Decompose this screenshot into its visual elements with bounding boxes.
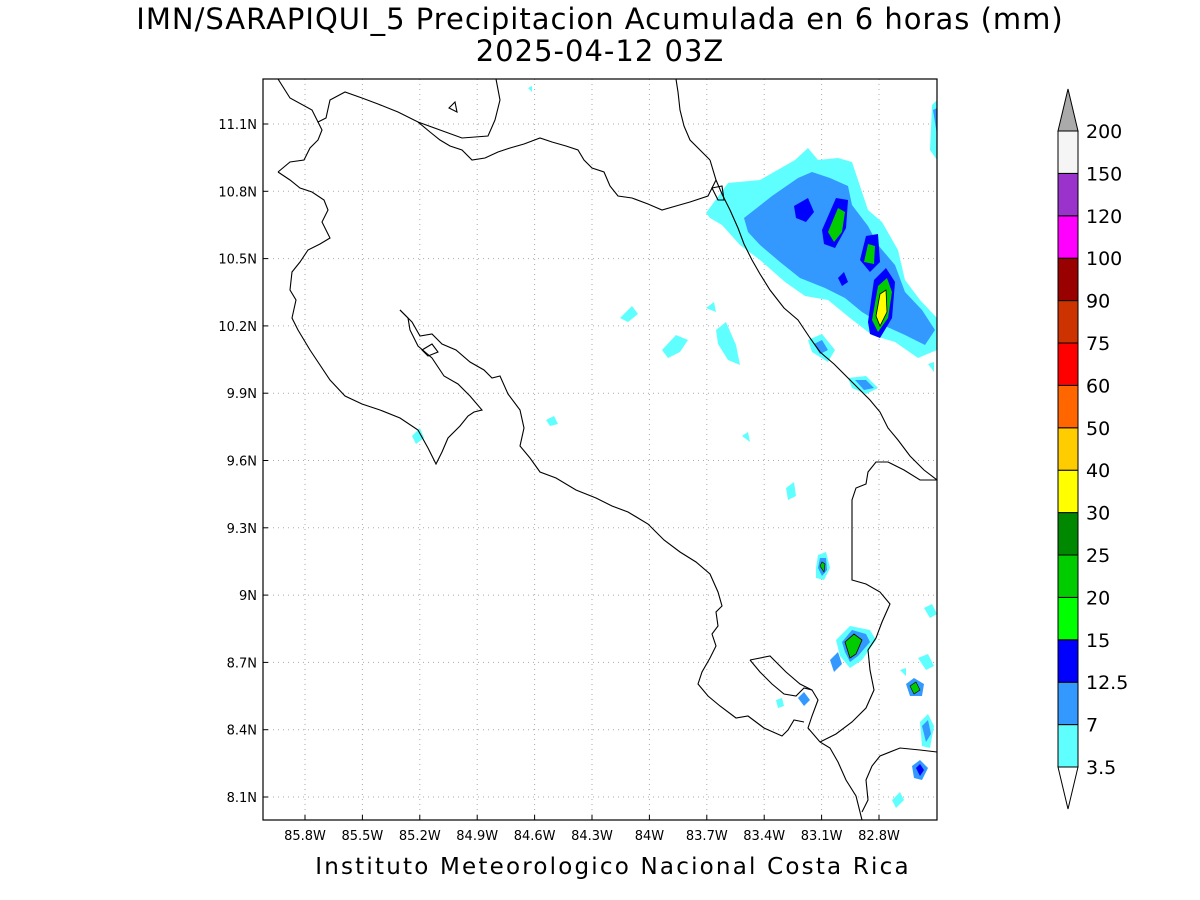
lat-label: 9N [239, 589, 257, 604]
lat-label: 11.1N [218, 118, 257, 133]
lon-label: 82.8W [858, 829, 900, 844]
colorbar-swatch [1057, 596, 1079, 641]
rain-area-51 [928, 362, 934, 372]
rain-area-46 [918, 654, 934, 670]
lon-label: 84.9W [456, 829, 498, 844]
map-subtitle: 2025-04-12 03Z [475, 34, 725, 68]
colorbar-label: 60 [1086, 375, 1110, 397]
colorbar-label: 200 [1086, 121, 1122, 143]
lat-label: 8.1N [227, 791, 257, 806]
lat-label: 10.8N [218, 185, 257, 200]
colorbar-swatch [1057, 427, 1079, 471]
colorbar-label: 3.5 [1086, 757, 1116, 779]
colorbar-label: 75 [1086, 333, 1110, 355]
colorbar-swatch [1057, 639, 1079, 683]
rain-area-25 [662, 335, 688, 358]
rain-area-9 [794, 198, 814, 222]
rain-area-34 [819, 561, 826, 573]
colorbar-swatch [1057, 172, 1079, 217]
lon-label: 85.2W [399, 829, 441, 844]
rain-area-24 [716, 322, 740, 365]
colorbar-label: 50 [1086, 418, 1110, 440]
colorbar-labels: 3.5 7 12.5 15 20 25 30 40 50 60 75 90 100 120 150 200 [1086, 121, 1128, 779]
colorbar-over-triangle [1057, 88, 1079, 132]
rain-area-27 [706, 302, 716, 312]
colorbar [1057, 88, 1079, 810]
footer-credit: Instituto Meteorologico Nacional Costa R… [315, 854, 911, 880]
map-grid [263, 79, 937, 820]
colorbar-label: 12.5 [1086, 672, 1128, 694]
lat-label: 9.6N [227, 455, 257, 470]
map-frame [262, 78, 938, 821]
lon-label: 85.5W [341, 829, 383, 844]
rain-area-50 [776, 698, 784, 708]
rain-area-48 [892, 792, 904, 808]
lon-label: 84W [635, 829, 665, 844]
rain-area-37 [844, 633, 863, 659]
colorbar-label: 15 [1086, 630, 1110, 652]
colorbar-swatch [1057, 384, 1079, 429]
colorbar-swatch [1057, 554, 1079, 598]
rain-area-30 [786, 482, 796, 500]
rain-area-52 [528, 86, 532, 92]
colorbar-label: 90 [1086, 291, 1110, 313]
lat-label: 8.4N [227, 724, 257, 739]
colorbar-under-triangle [1057, 766, 1079, 810]
lon-label: 84.6W [514, 829, 556, 844]
rain-area-19 [933, 108, 937, 135]
colorbar-swatch [1057, 130, 1079, 174]
rain-area-16 [875, 289, 888, 327]
colorbar-label: 25 [1086, 545, 1110, 567]
colorbar-swatch [1057, 724, 1079, 768]
longitude-labels: 85.8W 85.5W 85.2W 84.9W 84.6W 84.3W 84W 83.7W 83… [284, 815, 900, 844]
colorbar-label: 30 [1086, 503, 1110, 525]
rain-area-41 [909, 681, 921, 695]
latitude-labels: 11.1N 10.8N 10.5N 10.2N 9.9N 9.6N 9.3N 9N 8.7N 8.… [218, 118, 268, 806]
rain-area-17 [838, 272, 848, 286]
colorbar-label: 40 [1086, 460, 1110, 482]
colorbar-swatch [1057, 257, 1079, 302]
lat-label: 9.9N [227, 387, 257, 402]
rain-area-38 [830, 652, 842, 672]
lon-label: 85.8W [284, 829, 326, 844]
precipitation-field [412, 86, 937, 808]
rain-area-43 [922, 720, 931, 742]
rain-area-13 [864, 244, 875, 264]
colorbar-swatch [1057, 342, 1079, 386]
colorbar-label: 120 [1086, 206, 1122, 228]
colorbar-label: 100 [1086, 248, 1122, 270]
colorbar-label: 7 [1086, 715, 1098, 737]
rain-area-29 [412, 428, 424, 444]
lon-label: 83.4W [743, 829, 785, 844]
rain-area-39 [798, 692, 810, 706]
colorbar-swatch [1057, 681, 1079, 726]
lat-label: 8.7N [227, 656, 257, 671]
rain-area-21 [814, 340, 828, 354]
colorbar-label: 150 [1086, 163, 1122, 185]
map-title: IMN/SARAPIQUI_5 Precipitacion Acumulada … [136, 2, 1064, 36]
rain-area-49 [900, 668, 906, 676]
lat-label: 9.3N [227, 522, 257, 537]
rain-area-28 [546, 416, 558, 426]
colorbar-label: 20 [1086, 587, 1110, 609]
colorbar-swatch [1057, 512, 1079, 556]
lat-label: 10.2N [218, 320, 257, 335]
rain-area-45 [916, 764, 924, 776]
colorbar-swatch [1057, 215, 1079, 259]
rain-area-47 [924, 604, 937, 618]
rain-area-11 [828, 208, 845, 242]
lon-label: 83.7W [686, 829, 728, 844]
rain-area-23 [855, 380, 874, 390]
lon-label: 84.3W [571, 829, 613, 844]
rain-area-26 [620, 306, 638, 322]
lon-label: 83.1W [801, 829, 843, 844]
rain-area-31 [742, 432, 750, 442]
lat-label: 10.5N [218, 253, 257, 268]
coastline [277, 79, 937, 820]
colorbar-swatch [1057, 469, 1079, 514]
colorbar-swatch [1057, 300, 1079, 344]
